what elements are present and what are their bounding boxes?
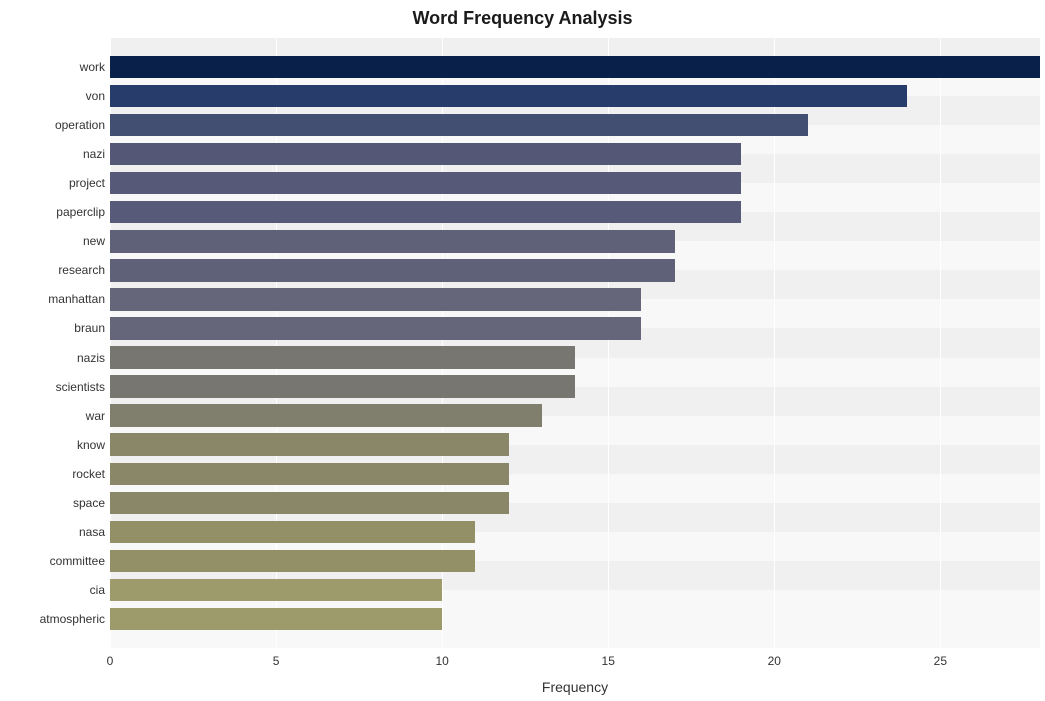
y-tick-label: braun [74,321,105,335]
bar [110,550,475,572]
bar [110,521,475,543]
bar [110,404,542,426]
y-tick-label: work [80,60,105,74]
x-tick-label: 15 [602,654,615,668]
y-tick-label: manhattan [48,292,105,306]
y-tick-label: research [58,263,105,277]
y-tick-label: cia [90,583,105,597]
x-tick-label: 0 [107,654,114,668]
x-tick-label: 25 [934,654,947,668]
y-tick-label: nazis [77,351,105,365]
y-tick-label: atmospheric [40,612,105,626]
bar [110,492,509,514]
x-tick-label: 10 [435,654,448,668]
gridline [940,38,941,648]
bar [110,201,741,223]
bar [110,346,575,368]
bar [110,608,442,630]
bar [110,230,675,252]
y-tick-label: nasa [79,525,105,539]
plot-area: 0510152025 [110,38,1040,648]
bar [110,259,675,281]
y-tick-label: operation [55,118,105,132]
x-axis-label: Frequency [110,679,1040,695]
y-tick-label: project [69,176,105,190]
bar [110,114,808,136]
y-tick-label: nazi [83,147,105,161]
bar [110,579,442,601]
bar [110,143,741,165]
bar [110,463,509,485]
bar [110,172,741,194]
y-tick-label: new [83,234,105,248]
y-tick-label: von [86,89,105,103]
bar [110,317,641,339]
y-tick-label: know [77,438,105,452]
y-tick-label: committee [50,554,105,568]
chart-container: Word Frequency Analysis 0510152025 Frequ… [0,0,1045,701]
chart-title: Word Frequency Analysis [0,8,1045,29]
x-tick-label: 20 [768,654,781,668]
bar [110,375,575,397]
bar [110,433,509,455]
bar [110,288,641,310]
y-tick-label: rocket [72,467,105,481]
x-tick-label: 5 [273,654,280,668]
y-tick-label: scientists [56,380,105,394]
y-tick-label: paperclip [56,205,105,219]
y-tick-label: war [86,409,105,423]
bar [110,56,1040,78]
y-tick-label: space [73,496,105,510]
bar [110,85,907,107]
